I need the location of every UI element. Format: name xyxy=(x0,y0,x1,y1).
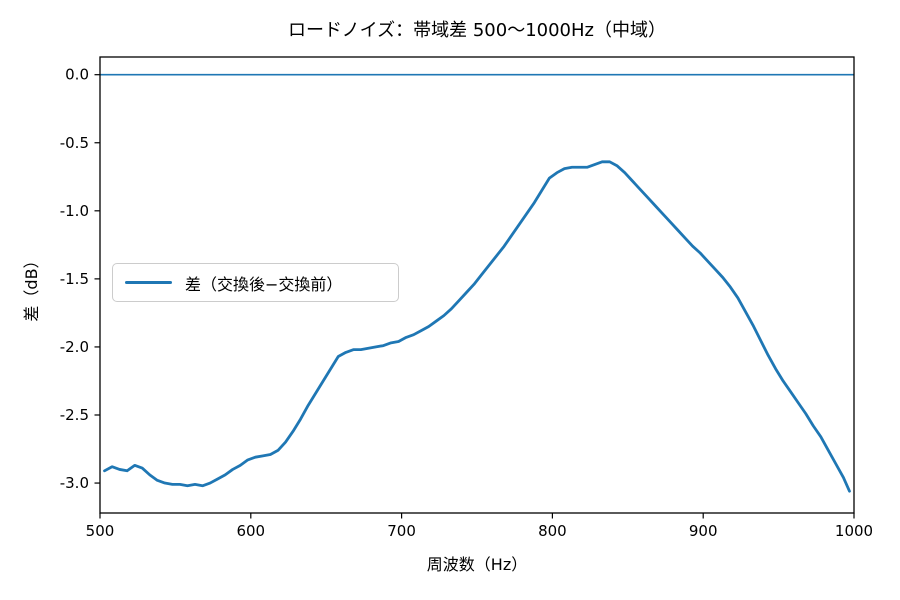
x-tick-label: 800 xyxy=(538,522,567,540)
x-tick-label: 500 xyxy=(86,522,115,540)
legend-line-sample xyxy=(125,281,172,284)
x-tick-label: 700 xyxy=(387,522,416,540)
chart-title: ロードノイズ：帯域差 500〜1000Hz（中域） xyxy=(288,20,666,41)
y-tick-label: -3.0 xyxy=(60,474,89,492)
y-tick-label: 0.0 xyxy=(65,66,89,84)
x-axis-label: 周波数（Hz） xyxy=(426,555,528,574)
plot-frame xyxy=(99,56,855,514)
legend-label: 差（交換後−交換前） xyxy=(185,274,343,294)
y-axis-label: 差（dB） xyxy=(22,252,41,322)
y-tick-label: -2.0 xyxy=(60,338,89,356)
legend: 差（交換後−交換前） xyxy=(112,263,399,302)
x-tick-label: 1000 xyxy=(835,522,873,540)
series-line xyxy=(103,160,851,493)
y-tick-label: -2.5 xyxy=(60,406,89,424)
y-tick-label: -0.5 xyxy=(60,134,89,152)
x-tick-label: 600 xyxy=(236,522,265,540)
y-tick-label: -1.0 xyxy=(60,202,89,220)
y-tick-label: -1.5 xyxy=(60,270,89,288)
x-tick-label: 900 xyxy=(689,522,718,540)
